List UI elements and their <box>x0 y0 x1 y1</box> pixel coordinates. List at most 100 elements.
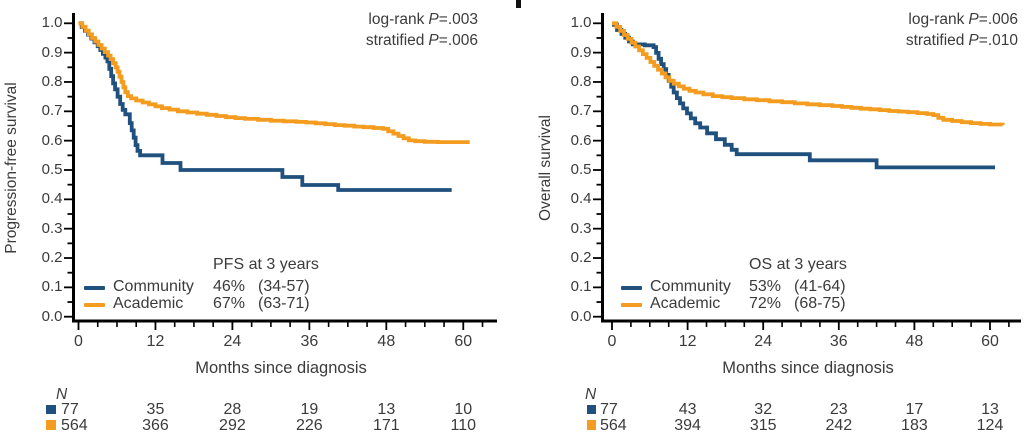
y-tick-label: 0.1 <box>41 278 63 296</box>
pfs-y-axis-title: Progression-free survival <box>3 82 20 254</box>
os-stats-block: log-rank P=.006 stratified P=.010 <box>718 9 1018 51</box>
pfs-legend-title: PFS at 3 years <box>213 256 319 273</box>
academic-line-swatch <box>84 302 105 307</box>
x-tick-label: 24 <box>223 333 242 350</box>
legend-label-community: Community <box>650 278 731 295</box>
x-tick-label: 0 <box>607 333 617 350</box>
x-tick-label: 12 <box>146 333 165 350</box>
academic-at-risk-count: 124 <box>976 416 1004 434</box>
academic-at-risk-count: 183 <box>901 416 928 434</box>
academic-at-risk-count: 564 <box>600 416 627 434</box>
p-symbol: P <box>968 32 979 49</box>
legend-value-academic: 72% (68-75) <box>749 295 846 313</box>
y-tick-label: 0.6 <box>41 131 63 149</box>
p-symbol: P <box>428 32 439 49</box>
academic-at-risk-count: 292 <box>219 416 246 434</box>
y-tick-label: 1.0 <box>41 14 63 32</box>
x-tick-label: 60 <box>981 333 999 350</box>
y-tick-label: 0.1 <box>570 278 592 296</box>
y-tick-label: 0.2 <box>41 248 63 266</box>
community-at-risk-count: 13 <box>377 401 396 418</box>
pfs-academic-ci: (63-71) <box>258 295 310 312</box>
y-tick-label: 0.3 <box>570 219 592 237</box>
y-tick-label: 0.5 <box>570 160 592 178</box>
stat-label: stratified <box>905 32 965 49</box>
community-at-risk-count: 35 <box>146 401 165 418</box>
legend-label-community: Community <box>113 278 194 295</box>
community-at-risk-count: 32 <box>754 401 773 418</box>
os-community-estimate: 53% <box>749 278 782 295</box>
x-tick-label: 60 <box>454 333 473 350</box>
y-tick-label: 0.7 <box>570 102 592 120</box>
stat-value: =.006 <box>978 11 1018 28</box>
stat-label: stratified <box>365 32 425 49</box>
os-academic-estimate: 72% <box>749 295 782 312</box>
legend-label-academic: Academic <box>650 295 721 312</box>
community-at-risk-count: 13 <box>981 401 999 418</box>
community-at-risk-count: 17 <box>905 401 924 418</box>
community-at-risk-count: 77 <box>61 401 79 418</box>
os-risk-table-header: N <box>585 386 597 403</box>
os-academic-curve <box>612 21 1005 127</box>
y-tick-label: 0.8 <box>41 72 63 90</box>
x-tick-label: 48 <box>905 333 924 350</box>
x-tick-label: 0 <box>74 333 83 350</box>
y-tick-label: 0.2 <box>570 248 592 266</box>
y-tick-label: 0.4 <box>570 190 592 208</box>
pfs-academic-estimate: 67% <box>213 295 246 312</box>
stat-value: =.003 <box>438 11 478 28</box>
stat-label: log-rank <box>908 11 965 28</box>
legend-value-academic: 67% (63-71) <box>213 295 310 313</box>
x-tick-label: 36 <box>829 333 848 350</box>
y-tick-label: 0.9 <box>570 43 592 61</box>
community-at-risk-count: 10 <box>454 401 473 418</box>
community-at-risk-count: 19 <box>300 401 319 418</box>
x-tick-label: 48 <box>377 333 396 350</box>
stat-value: =.006 <box>438 32 478 49</box>
cropped-title-fragment <box>516 0 521 8</box>
os-y-axis-title: Overall survival <box>537 115 554 221</box>
pfs-community-ci: (34-57) <box>258 278 310 295</box>
pfs-stratified-p: stratified P=.006 <box>178 30 478 51</box>
x-tick-label: 24 <box>754 333 773 350</box>
os-community-ci: (41-64) <box>794 278 846 295</box>
y-tick-label: 0.7 <box>41 102 63 120</box>
os-logrank-p: log-rank P=.006 <box>718 9 1018 30</box>
community-line-swatch <box>84 285 105 290</box>
os-academic-ci: (68-75) <box>794 295 846 312</box>
legend-value-community: 46% (34-57) <box>213 278 310 296</box>
community-at-risk-count: 28 <box>223 401 242 418</box>
legend-label-academic: Academic <box>113 295 184 312</box>
academic-at-risk-count: 242 <box>825 416 853 434</box>
academic-at-risk-count: 394 <box>674 416 701 434</box>
pfs-community-estimate: 46% <box>213 278 246 295</box>
y-tick-label: 0.4 <box>41 190 63 208</box>
academic-at-risk-count: 366 <box>142 416 169 434</box>
community-risk-marker <box>46 404 56 414</box>
y-tick-label: 1.0 <box>570 14 592 32</box>
y-tick-label: 0.3 <box>41 219 63 237</box>
y-tick-label: 0.0 <box>41 307 63 325</box>
academic-at-risk-count: 315 <box>749 416 777 434</box>
academic-at-risk-count: 564 <box>61 416 88 434</box>
stat-value: =.010 <box>978 32 1018 49</box>
academic-at-risk-count: 226 <box>296 416 323 434</box>
pfs-stats-block: log-rank P=.003 stratified P=.006 <box>178 9 478 51</box>
pfs-x-axis-title: Months since diagnosis <box>195 359 367 377</box>
community-at-risk-count: 43 <box>678 401 697 418</box>
y-tick-label: 0.5 <box>41 160 63 178</box>
os-legend-title: OS at 3 years <box>749 256 847 273</box>
x-tick-label: 36 <box>300 333 319 350</box>
academic-risk-marker <box>586 420 596 430</box>
pfs-academic-curve <box>78 21 470 144</box>
y-tick-label: 0.0 <box>570 307 592 325</box>
community-at-risk-count: 77 <box>600 401 618 418</box>
y-tick-label: 0.6 <box>570 131 592 149</box>
academic-line-swatch <box>621 302 642 307</box>
community-risk-marker <box>586 404 596 414</box>
academic-risk-marker <box>46 420 56 430</box>
os-x-axis-title: Months since diagnosis <box>722 359 894 377</box>
x-tick-label: 12 <box>678 333 697 350</box>
academic-at-risk-count: 171 <box>372 416 400 434</box>
